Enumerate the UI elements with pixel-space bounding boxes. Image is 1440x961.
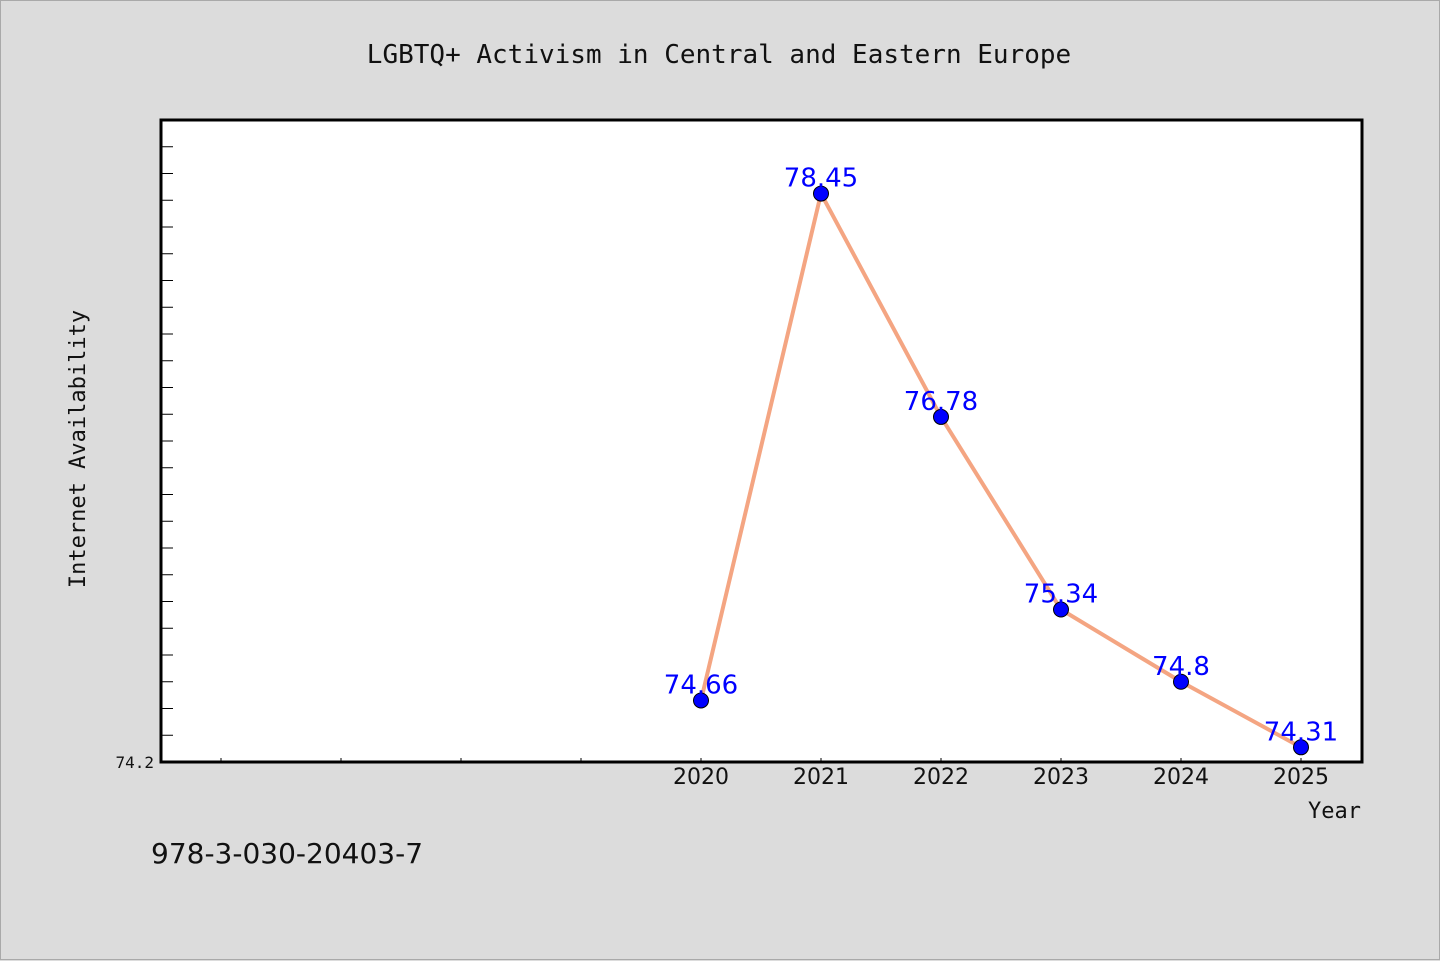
chart-title: LGBTQ+ Activism in Central and Eastern E… <box>367 40 1071 70</box>
x-tick-label: 2021 <box>793 765 849 790</box>
data-point <box>933 408 949 425</box>
data-label: 74.31 <box>1264 717 1338 747</box>
data-point <box>1293 739 1309 756</box>
x-tick-label: 2024 <box>1153 765 1209 790</box>
y-axis-label: Internet Availability <box>66 310 91 588</box>
x-tick-label: 2023 <box>1033 765 1089 790</box>
x-tick-label: 2025 <box>1273 765 1329 790</box>
series-line <box>699 191 1302 750</box>
x-tick-label: 2020 <box>673 765 729 790</box>
data-point <box>693 692 709 709</box>
data-point <box>813 185 829 202</box>
y-axis-ticks <box>161 146 173 736</box>
data-point <box>1173 673 1189 690</box>
data-label: 74.66 <box>664 670 738 700</box>
data-label: 75.34 <box>1024 580 1098 610</box>
y-tick-label: 74.2 <box>115 753 154 772</box>
x-axis-tick-labels: 2020 2021 2022 2023 2024 2025 <box>673 765 1329 790</box>
data-label: 76.78 <box>904 387 978 417</box>
data-labels: 74.66 78.45 76.78 75.34 74.8 74.31 <box>664 164 1338 748</box>
x-tick-label: 2022 <box>913 765 969 790</box>
data-label: 78.45 <box>784 164 858 194</box>
footnote-isbn: 978-3-030-20403-7 <box>151 837 423 870</box>
x-axis-label: Year <box>1308 799 1361 824</box>
data-label: 74.8 <box>1152 652 1210 682</box>
data-point <box>1053 601 1069 618</box>
x-axis-ticks <box>220 758 1302 762</box>
series-markers <box>693 185 1309 756</box>
